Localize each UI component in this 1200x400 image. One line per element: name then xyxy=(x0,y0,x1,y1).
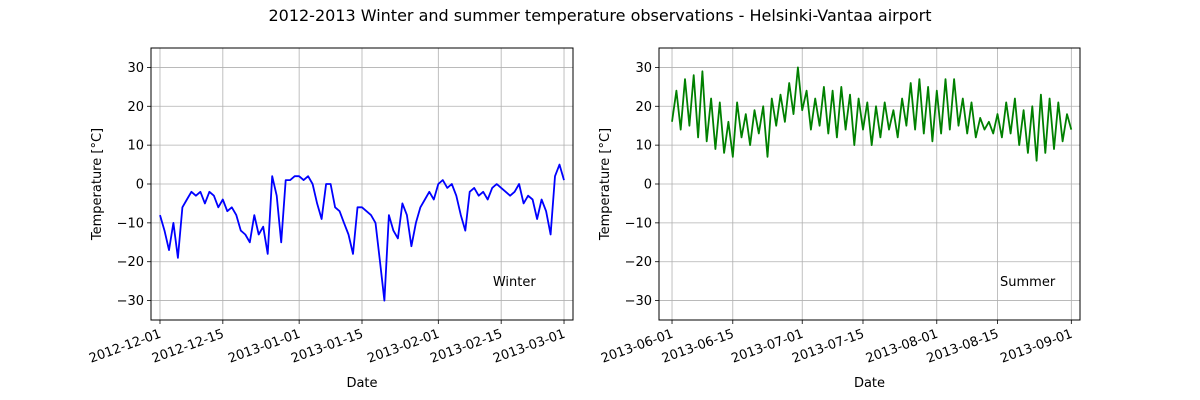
summer-y-tick-label: 0 xyxy=(644,178,652,193)
winter-x-axis-label: Date xyxy=(346,376,377,391)
summer-y-tick-label: 30 xyxy=(635,61,652,76)
summer-y-tick-label: −30 xyxy=(625,294,652,309)
winter-x-tick-label: 2013-02-01 xyxy=(366,327,442,367)
summer-season-annotation: Summer xyxy=(1000,275,1056,290)
winter-x-tick-label: 2013-02-15 xyxy=(428,327,504,367)
winter-season-annotation: Winter xyxy=(493,275,537,290)
winter-x-tick-label: 2012-12-15 xyxy=(150,327,226,367)
summer-y-tick-label: 20 xyxy=(635,100,652,115)
winter-y-tick-label: −10 xyxy=(117,216,144,231)
winter-y-axis-label: Temperature [°C] xyxy=(90,128,105,241)
summer-y-tick-label: −20 xyxy=(625,255,652,270)
winter-y-tick-label: 20 xyxy=(127,100,144,115)
winter-x-tick-label: 2012-12-01 xyxy=(87,327,163,367)
summer-chart-panel: 2013-06-012013-06-152013-07-012013-07-15… xyxy=(598,47,1081,391)
winter-x-tick-label: 2013-03-01 xyxy=(491,327,567,367)
winter-x-tick-label: 2013-01-15 xyxy=(289,327,365,367)
summer-temperature-series-line xyxy=(671,66,1073,162)
winter-y-tick-label: 0 xyxy=(136,178,144,193)
winter-y-tick-label: −20 xyxy=(117,255,144,270)
winter-y-tick-label: 10 xyxy=(127,139,144,154)
summer-x-axis-label: Date xyxy=(854,376,885,391)
winter-temperature-series-line xyxy=(159,163,565,302)
summer-x-tick-label: 2013-09-01 xyxy=(999,327,1075,367)
winter-x-tick-label: 2013-01-01 xyxy=(226,327,302,367)
summer-y-axis-label: Temperature [°C] xyxy=(598,128,613,241)
figure-title: 2012-2013 Winter and summer temperature … xyxy=(268,6,931,25)
summer-y-tick-label: 10 xyxy=(635,139,652,154)
winter-y-tick-label: −30 xyxy=(117,294,144,309)
summer-y-tick-label: −10 xyxy=(625,216,652,231)
winter-y-tick-label: 30 xyxy=(127,61,144,76)
